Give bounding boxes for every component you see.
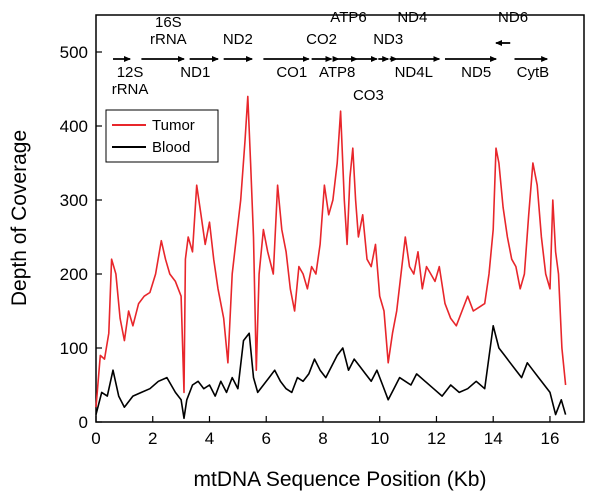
gene-map: 12SrRNA16SrRNAND1ND2CO1CO2ATP8ATP6CO3ND3… [112,9,549,104]
x-tick-label: 4 [205,429,214,448]
legend-box [105,109,219,163]
gene-label: ATP8 [319,64,355,81]
x-tick-label: 2 [148,429,157,448]
gene-label: rRNA [112,81,149,98]
x-tick-label: 6 [261,429,270,448]
gene-label: 16S [155,14,182,31]
gene-label: rRNA [150,31,187,48]
gene-label: ND3 [373,31,403,48]
plot-frame [95,14,585,423]
axes: 0 2 4 6 8 10 12 14 16 0 100 200 300 400 500 [60,43,560,448]
gene-label: CO2 [306,31,337,48]
gene-label: ND2 [223,31,253,48]
legend-label-blood: Blood [152,139,190,156]
legend: Tumor Blood [105,109,219,163]
gene-label: ATP6 [330,9,366,26]
gene-label: 12S [117,64,144,81]
x-tick-label: 12 [427,429,446,448]
y-tick-label: 0 [79,413,88,432]
y-tick-label: 100 [60,339,88,358]
series-line-blood [95,324,567,420]
x-tick-label: 8 [318,429,327,448]
x-tick-label: 10 [370,429,389,448]
gene-label: CO1 [276,64,307,81]
y-tick-label: 400 [60,117,88,136]
y-tick-label: 200 [60,265,88,284]
y-tick-label: 500 [60,43,88,62]
gene-label: ND1 [180,64,210,81]
gene-label: CytB [517,64,550,81]
x-axis-title: mtDNA Sequence Position (Kb) [194,468,487,491]
gene-label: ND4 [397,9,427,26]
x-tick-label: 0 [91,429,100,448]
gene-label: ND5 [461,64,491,81]
gene-label: ND4L [395,64,433,81]
gene-label: ND6 [498,9,528,26]
y-axis-title: Depth of Coverage [8,130,31,306]
series-layer [95,95,567,420]
legend-label-tumor: Tumor [152,117,195,134]
x-tick-label: 16 [540,429,559,448]
y-tick-label: 300 [60,191,88,210]
series-line-tumor [95,95,567,408]
x-tick-label: 14 [484,429,503,448]
gene-label: CO3 [353,87,384,104]
